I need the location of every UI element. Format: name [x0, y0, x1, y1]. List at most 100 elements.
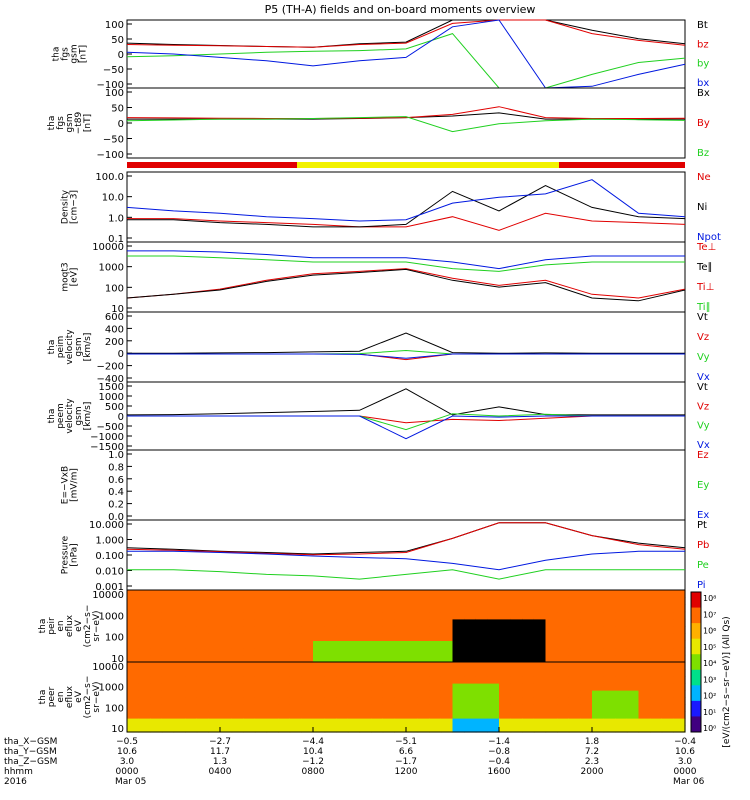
spectrogram-cell — [626, 654, 640, 663]
spectrogram-cell — [510, 597, 523, 605]
spectrogram-cell — [568, 683, 581, 691]
spectrogram-cell — [592, 669, 605, 677]
spectrogram-cell — [254, 718, 268, 726]
spectrogram-cell — [254, 676, 268, 684]
spectrogram-cell — [568, 662, 581, 670]
series-line-Pi — [127, 550, 685, 571]
spectrogram-cell — [557, 611, 570, 620]
spectrogram-cell — [510, 590, 523, 598]
spectrogram-cell — [313, 611, 326, 620]
spectrogram-cell — [487, 725, 500, 733]
spectrogram-cell — [417, 640, 430, 649]
spectrogram-cell — [313, 654, 326, 663]
y-tick-label: −400 — [97, 374, 124, 385]
spectrogram-cell — [417, 611, 430, 620]
spectrogram-cell — [382, 662, 395, 670]
spectrogram-cell — [336, 704, 349, 712]
spectrogram-cell — [417, 590, 430, 598]
spectrogram-cell — [231, 618, 244, 627]
spectrogram-cell — [208, 618, 221, 627]
spectrogram-cell — [580, 683, 593, 691]
spectrogram-cell — [127, 611, 140, 620]
spectrogram-cell — [301, 640, 314, 649]
spectrogram-cell — [440, 676, 454, 684]
spectrogram-cell — [394, 604, 407, 613]
spectrogram-cell — [650, 640, 663, 649]
spectrogram-cell — [522, 640, 535, 649]
panel-efield: 1.00.8 0.60.4 0.20.0 E=−VxB [mV/m] Ez Ey Ex — [61, 449, 709, 523]
colorbar-frame — [690, 591, 702, 733]
spectrogram-cell — [568, 590, 581, 598]
colorbar-label: [eV/(cm2−s−sr−eV)] (All Qs) — [722, 616, 732, 747]
spectrogram-cell — [347, 690, 361, 698]
y-axis-label-line: peem — [56, 403, 66, 429]
spectrogram-cell — [475, 597, 488, 605]
spectrogram-cell — [417, 725, 430, 733]
spectrogram-cell — [196, 597, 209, 605]
spectrogram-cell — [208, 590, 221, 598]
y-tick-label: 50 — [111, 35, 124, 46]
spectrogram-cell — [208, 647, 221, 656]
legend-entry: Bt — [697, 20, 708, 31]
spectrogram-cell — [499, 626, 512, 634]
spectrogram-cell — [173, 711, 186, 719]
spectrogram-cell — [254, 633, 268, 641]
spectrogram-cell — [464, 618, 477, 627]
spectrogram-cell — [220, 676, 233, 684]
spectrogram-cell — [313, 690, 326, 698]
legend-entry: Ey — [697, 480, 709, 491]
spectrogram-cell — [313, 633, 326, 641]
spectrogram-cell — [406, 676, 419, 684]
spectrogram-cell — [661, 697, 674, 705]
spectrogram-cell — [464, 647, 477, 656]
spectrogram-cell — [347, 611, 361, 620]
spectrogram-cell — [673, 676, 686, 684]
spectrogram-cell — [510, 618, 523, 627]
spectrogram-cell — [138, 718, 151, 726]
spectrogram-cell — [626, 683, 640, 691]
spectrogram-cell — [220, 597, 233, 605]
spectrogram-cell — [568, 597, 581, 605]
spectrogram-cell — [592, 626, 605, 634]
y-tick-label: 0 — [118, 412, 124, 423]
mode-bar-segment — [559, 162, 685, 168]
spectrogram-cell — [510, 676, 523, 684]
spectrogram-cell — [254, 590, 268, 598]
spectrogram-cell — [522, 647, 535, 656]
spectrogram-cell — [429, 611, 442, 620]
panel-density: 100.0 10.0 1.0 0.1 Density [cm−3] Ne Ni Npot — [61, 171, 721, 245]
y-tick-label: 10 — [111, 654, 124, 665]
spectrogram-cell — [452, 704, 465, 712]
spectrogram-cell — [208, 697, 221, 705]
spectrogram-cell — [440, 669, 454, 677]
spectrogram-cell — [347, 618, 361, 627]
spectrogram-cell — [266, 725, 279, 733]
spectrogram-cell — [371, 711, 384, 719]
spectrogram-cell — [185, 640, 198, 649]
y-axis-label-line: [nPa] — [70, 543, 80, 566]
spectrogram-cell — [533, 676, 547, 684]
spectrogram-cell — [615, 662, 628, 670]
spectrogram-cell — [440, 654, 454, 663]
spectrogram-cell — [464, 590, 477, 598]
spectrogram-cell — [138, 683, 151, 691]
spectrogram-cell — [499, 633, 512, 641]
spectrogram-cell — [522, 711, 535, 719]
spectrogram-cell — [278, 669, 291, 677]
spectrogram-cell — [289, 690, 302, 698]
spectrogram-cell — [429, 654, 442, 663]
spectrogram-cell — [499, 597, 512, 605]
spectrogram-cell — [243, 697, 256, 705]
spectrogram-cell — [580, 669, 593, 677]
spectrogram-cell — [580, 725, 593, 733]
spectrogram-cell — [626, 647, 640, 656]
y-axis-label-line: gsm — [74, 406, 84, 425]
spectrogram-cell — [231, 626, 244, 634]
spectrogram-cell — [359, 590, 372, 598]
spectrogram-cell — [289, 633, 302, 641]
spectrogram-cell — [313, 676, 326, 684]
spectrogram-cell — [394, 662, 407, 670]
spectrogram-cell — [475, 633, 488, 641]
y-axis-label-line: [nT] — [83, 114, 93, 132]
spectrogram-cell — [440, 626, 454, 634]
